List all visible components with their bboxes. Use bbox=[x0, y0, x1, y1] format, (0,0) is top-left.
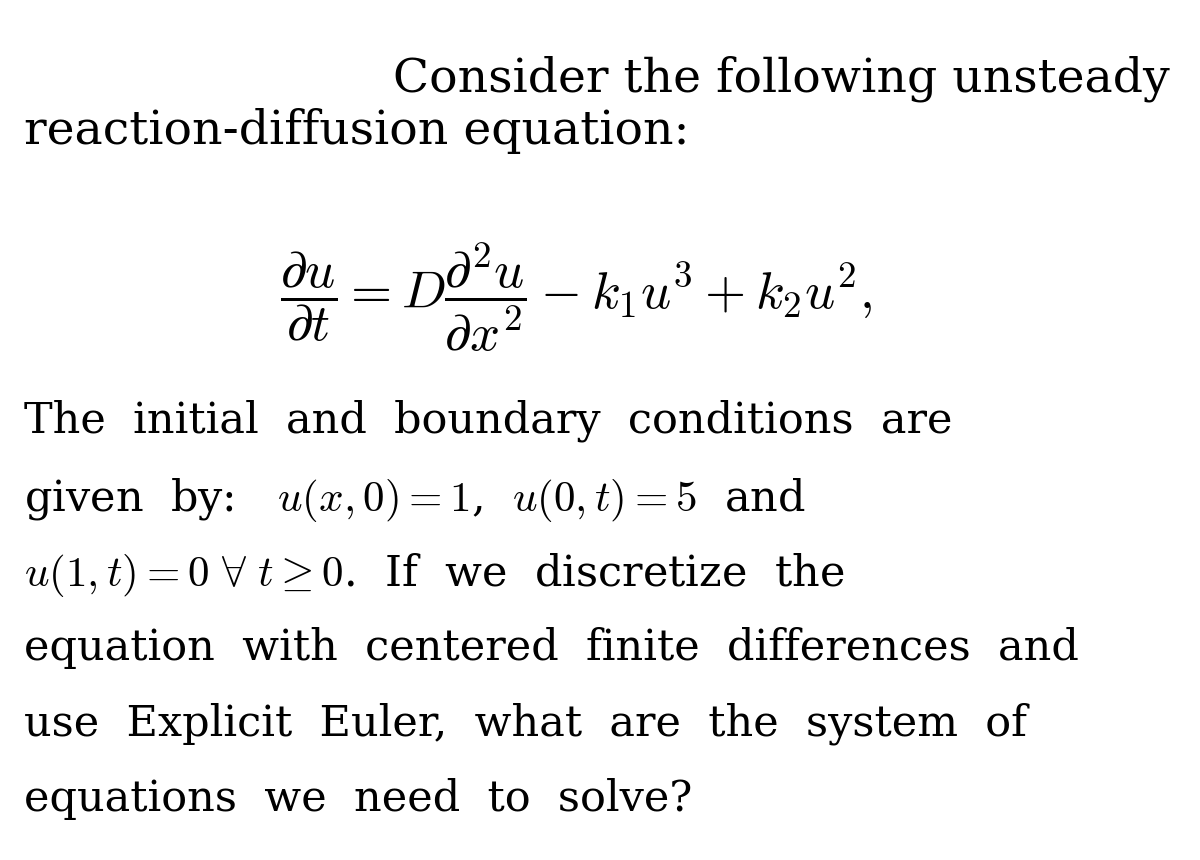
Text: equations  we  need  to  solve?: equations we need to solve? bbox=[24, 778, 692, 820]
Text: Consider the following unsteady: Consider the following unsteady bbox=[394, 56, 1170, 102]
Text: reaction-diffusion equation:: reaction-diffusion equation: bbox=[24, 108, 690, 153]
Text: $u(1, t) = 0\ \forall\ t \geq 0$.  If  we  discretize  the: $u(1, t) = 0\ \forall\ t \geq 0$. If we … bbox=[24, 551, 845, 599]
Text: The  initial  and  boundary  conditions  are: The initial and boundary conditions are bbox=[24, 400, 953, 442]
Text: $\dfrac{\partial u}{\partial t} = D\dfrac{\partial^2 u}{\partial x^2} - k_1 u^3 : $\dfrac{\partial u}{\partial t} = D\dfra… bbox=[280, 241, 872, 354]
Text: use  Explicit  Euler,  what  are  the  system  of: use Explicit Euler, what are the system … bbox=[24, 703, 1027, 745]
Text: given  by:   $u(x, 0) = 1$,  $u(0, t) = 5$  and: given by: $u(x, 0) = 1$, $u(0, t) = 5$ a… bbox=[24, 476, 805, 524]
Text: equation  with  centered  finite  differences  and: equation with centered finite difference… bbox=[24, 627, 1079, 669]
